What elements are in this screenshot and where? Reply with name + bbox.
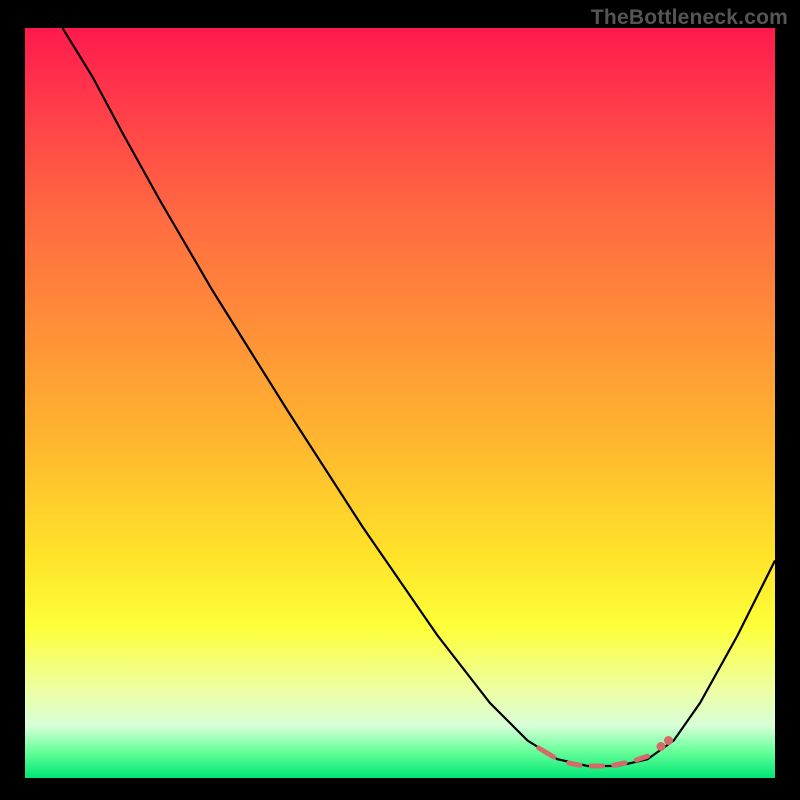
trough-marker-dot	[664, 736, 673, 745]
chart-plot-area	[25, 28, 775, 778]
chart-curve-layer	[25, 28, 775, 778]
watermark-text: TheBottleneck.com	[591, 6, 788, 30]
trough-marker-group	[539, 736, 673, 766]
trough-marker-segment	[636, 756, 647, 760]
trough-marker-segment	[569, 763, 580, 765]
bottleneck-curve-line	[63, 28, 776, 766]
trough-marker-segment	[614, 763, 625, 765]
trough-marker-dot	[657, 742, 666, 751]
trough-marker-segment	[539, 748, 554, 757]
